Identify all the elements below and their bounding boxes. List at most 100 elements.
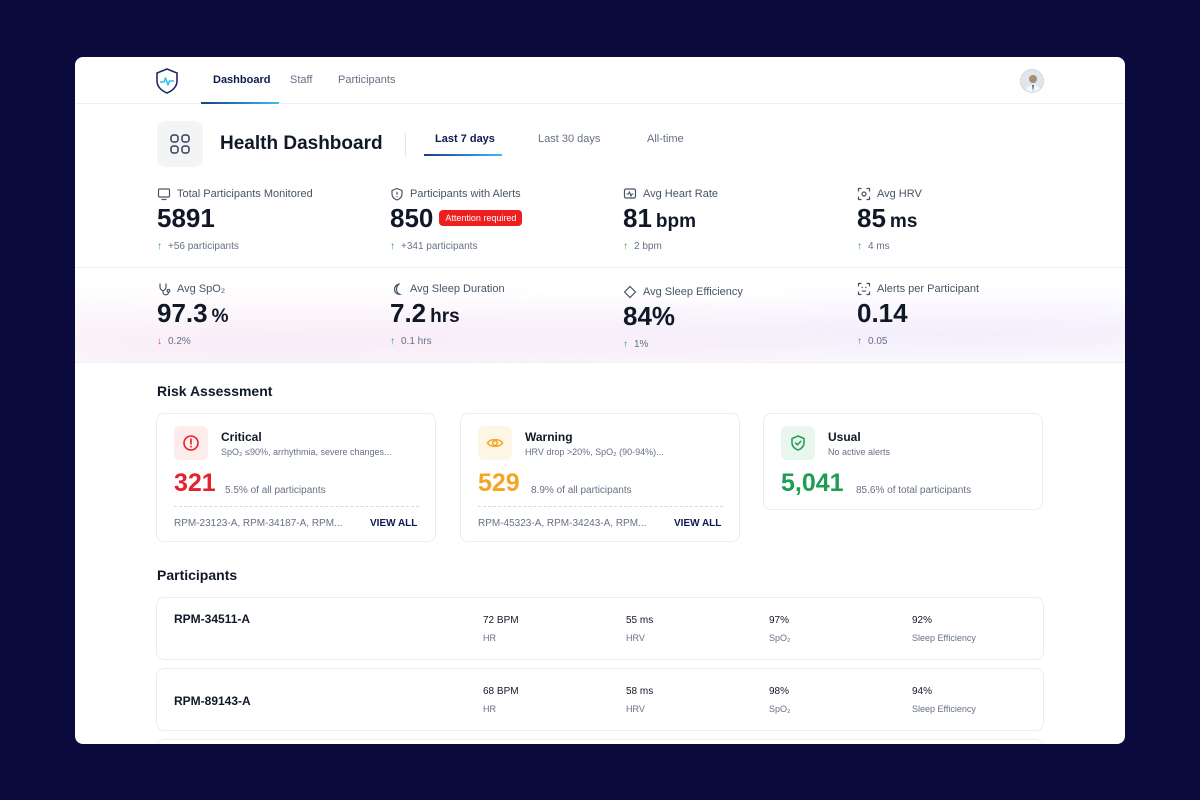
grid-icon [170,134,190,154]
risk-icon-box [781,426,815,460]
stethoscope-icon [159,283,171,296]
user-avatar[interactable] [1020,69,1044,93]
risk-card-warning[interactable]: Warning HRV drop >20%, SpO₂ (90-94%)... … [460,413,740,542]
arrow-up-icon: ↑ [390,241,395,252]
participant-row[interactable]: RPM-34511-A 72 BPM HR 55 ms HRV 97% SpO₂… [156,597,1044,660]
view-all-warning-button[interactable]: VIEW ALL [674,518,722,529]
risk-card-critical[interactable]: Critical SpO₂ ≤90%, arrhythmia, severe c… [156,413,436,542]
metric-value: 58 ms [626,686,654,697]
stat-card: Avg Heart Rate 81 bpm ↑ 2 bpm [623,187,843,257]
stat-label: Alerts per Participant [857,282,979,296]
risk-count: 5,041 [781,469,844,497]
stat-label: Avg HRV [857,187,922,201]
range-active-indicator [424,154,502,156]
heart-monitor-icon [623,188,637,199]
stat-delta: ↑ 0.05 [857,336,887,347]
risk-name: Warning [525,430,573,444]
tab-last-30-days[interactable]: Last 30 days [538,133,601,145]
stat-value: 850 Attention required [390,203,523,234]
stat-label-text: Avg Heart Rate [643,188,719,200]
participant-id: RPM-34511-A [174,612,251,626]
stat-label: Avg Sleep Duration [390,282,505,296]
header-divider [405,133,406,157]
stat-number: 0.14 [857,298,908,328]
stat-delta: ↑ 2 bpm [623,241,662,252]
shield-alert-icon [391,187,403,201]
stat-card: Total Participants Monitored 5891 ↑ +56 par… [157,187,377,257]
stat-number: 7.2 [390,298,427,328]
metric-value: 97% [769,615,790,626]
top-nav: Dashboard Staff Participants [75,57,1125,104]
metric-label: HR [483,633,496,643]
nav-participants[interactable]: Participants [338,74,396,86]
metric-label: HR [483,704,496,714]
moon-icon [393,283,402,295]
view-all-critical-button[interactable]: VIEW ALL [370,518,418,529]
metric-value: 68 BPM [483,686,519,697]
nav-staff[interactable]: Staff [290,74,313,86]
stat-card: Avg Sleep Duration 7.2 hrs ↑ 0.1 hrs [390,282,610,352]
stat-value: 85 ms [857,203,917,234]
tab-all-time[interactable]: All-time [647,133,684,145]
stat-label: Avg Heart Rate [623,187,718,201]
risk-divider [174,506,419,507]
stat-label: Total Participants Monitored [157,187,313,201]
stat-delta: ↑ +341 participants [390,241,477,252]
participant-row[interactable]: RPM-89143-A 68 BPM HR 58 ms HRV 98% SpO₂… [156,668,1044,731]
dashboard-icon-box [157,121,203,167]
monitor-icon [157,188,171,201]
metric-value: 92% [912,615,933,626]
arrow-up-icon: ↑ [623,241,628,252]
stat-number: 85 [857,203,886,233]
stat-label-text: Total Participants Monitored [177,188,313,200]
stat-card: Participants with Alerts 850 Attention req… [390,187,610,257]
stat-card: Avg HRV 85 ms ↑ 4 ms [857,187,1077,257]
risk-icon-box [478,426,512,460]
shield-pulse-logo-icon[interactable] [155,68,179,94]
stat-delta-text: 0.1 hrs [401,336,432,347]
stats-divider-1 [75,267,1125,268]
stat-delta: ↓ 0.2% [157,336,191,347]
metric-label: Sleep Efficiency [912,633,976,643]
metric-label: Sleep Efficiency [912,704,976,714]
page-title: Health Dashboard [220,133,383,154]
nav-dashboard[interactable]: Dashboard [213,74,271,86]
stat-number: 97.3 [157,298,208,328]
risk-card-usual[interactable]: Usual No active alerts 5,041 85.6% of to… [763,413,1043,510]
stat-delta: ↑ 1% [623,339,648,350]
metric-label: HRV [626,704,645,714]
risk-icon-box [174,426,208,460]
arrow-down-icon: ↓ [157,336,162,347]
stat-delta-text: +56 participants [168,241,239,252]
stat-unit: hrs [430,306,460,327]
stat-label-text: Avg Sleep Efficiency [643,286,743,298]
alert-circle-icon [183,435,199,451]
stat-unit: ms [889,211,918,232]
risk-count: 321 [174,469,216,497]
metric-value: 98% [769,686,790,697]
metric-label: HRV [626,633,645,643]
arrow-up-icon: ↑ [623,339,628,350]
stat-number: 850 [390,203,434,233]
avatar-person-icon [1025,75,1041,92]
app-window: Dashboard Staff Participants Health Dash… [75,57,1125,744]
stat-unit: % [211,306,229,327]
stat-label-text: Participants with Alerts [410,188,521,200]
risk-desc: SpO₂ ≤90%, arrhythmia, severe changes... [221,447,392,457]
stat-label-text: Avg Sleep Duration [410,283,505,295]
tab-last-7-days[interactable]: Last 7 days [435,133,495,145]
risk-desc: No active alerts [828,447,891,457]
risk-count: 529 [478,469,520,497]
stat-label: Avg SpO₂ [157,282,225,296]
stat-card: Avg Sleep Efficiency 84% ↑ 1% [623,285,843,355]
shield-check-icon [791,435,805,451]
risk-divider [478,506,723,507]
diamond-icon [623,285,637,299]
stat-delta-text: +341 participants [401,241,478,252]
metric-value: 72 BPM [483,615,519,626]
stat-value: 97.3% [157,298,229,329]
stat-delta-text: 1% [634,339,649,350]
metric-value: 55 ms [626,615,654,626]
stat-card: Avg SpO₂ 97.3% ↓ 0.2% [157,282,377,352]
stat-delta-text: 4 ms [868,241,890,252]
